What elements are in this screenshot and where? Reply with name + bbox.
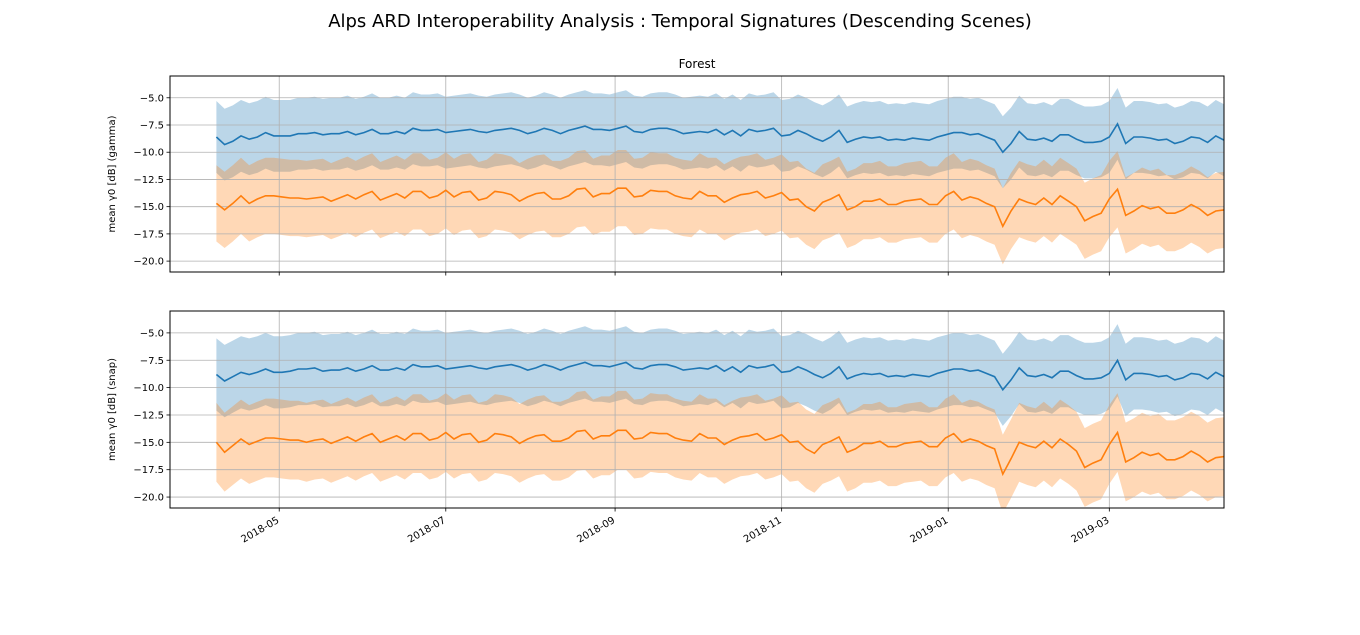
plot-content (170, 76, 1224, 272)
panel-2: −5.0 −7.5 −10.0 −12.5 −15.0 −17.5 −20.0 2018-05… (107, 310, 1225, 545)
x-tick-label: 2018-05 (240, 515, 282, 545)
plot-frame (169, 75, 1225, 273)
x-tick-label: 2019-01 (909, 515, 951, 545)
series-blue-band (216, 88, 1224, 189)
plot-area (170, 311, 1224, 508)
y-tick-label: −5.0 (140, 328, 164, 339)
panel-title: Forest (679, 57, 716, 71)
y-tick-label: −10.0 (133, 383, 164, 394)
plot-content (170, 311, 1224, 508)
y-tick-label: −12.5 (133, 410, 164, 421)
y-tick-label: −15.0 (133, 202, 164, 213)
y-tick-label: −7.5 (140, 121, 164, 132)
y-axis-label: mean γ0 [dB] (gamma) (107, 115, 118, 232)
y-tick-label: −5.0 (140, 93, 164, 104)
x-tick-label: 2018-11 (742, 515, 784, 545)
series-blue-line (215, 358, 1224, 392)
series-blue-line (215, 122, 1224, 154)
plot-area (170, 76, 1224, 272)
x-tick-label: 2018-09 (575, 515, 617, 545)
y-tick-label: −20.0 (133, 493, 164, 504)
series-orange-line (215, 187, 1224, 229)
plot-frame (169, 310, 1225, 509)
y-tick-label: −15.0 (133, 438, 164, 449)
y-tick-label: −12.5 (133, 175, 164, 186)
series-orange-band (216, 150, 1224, 265)
y-tick-label: −17.5 (133, 465, 164, 476)
figure-title: Alps ARD Interoperability Analysis : Tem… (328, 11, 1032, 32)
y-tick-label: −20.0 (133, 257, 164, 268)
x-tick-label: 2019-03 (1070, 515, 1112, 545)
x-tick-label: 2018-07 (406, 515, 448, 545)
y-tick-label: −7.5 (140, 356, 164, 367)
y-tick-label: −17.5 (133, 229, 164, 240)
y-tick-label: −10.0 (133, 148, 164, 159)
series-orange-band (216, 390, 1224, 508)
series-orange-line (215, 429, 1224, 477)
panel-1: −5.0 −7.5 −10.0 −12.5 −15.0 −17.5 −20.0 Forest m… (107, 57, 1225, 276)
series-blue-band (216, 324, 1224, 426)
y-axis-label: mean γ0 [dB] (snap) (107, 358, 118, 461)
